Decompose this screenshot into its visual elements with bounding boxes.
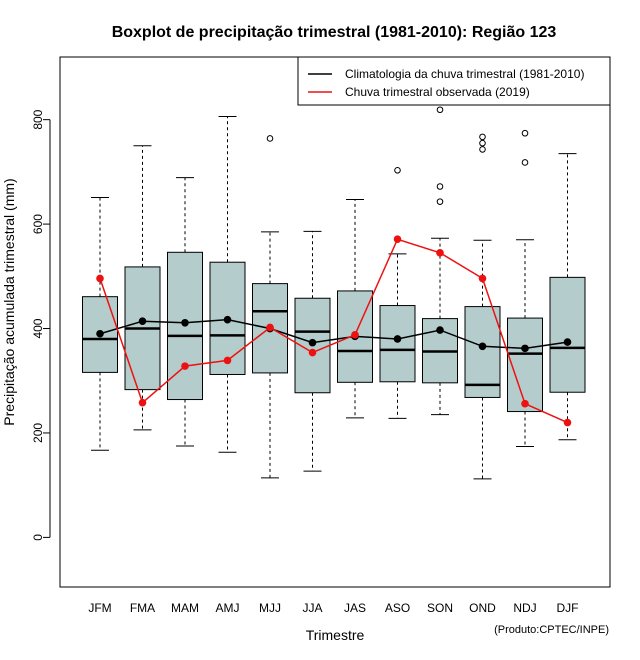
box-iqr [549, 276, 586, 393]
x-tick-label: AMJ [216, 601, 240, 615]
climatology-point [393, 335, 402, 343]
x-tick-label: MJJ [259, 601, 281, 615]
credit-text: (Produto:CPTEC/INPE) [494, 624, 609, 636]
box-FMA [124, 145, 161, 431]
chart-title: Boxplot de precipitação trimestral (1981… [112, 24, 557, 41]
climatology-point [436, 326, 444, 334]
outlier-point [521, 129, 529, 137]
y-axis: 0 200 400 600 800 [31, 109, 51, 541]
legend-label-climatology: Climatologia da chuva trimestral (1981-2… [345, 67, 584, 81]
observed-point [521, 399, 529, 408]
legend-label-observed: Chuva trimestral observada (2019) [345, 85, 530, 99]
climatology-point [563, 338, 572, 346]
x-tick-label: MAM [171, 601, 199, 615]
outlier-point [479, 139, 486, 147]
observed-point [308, 348, 317, 357]
boxes-group [82, 106, 586, 480]
x-tick-label: ASO [385, 601, 410, 615]
box-OND [464, 133, 501, 480]
legend-box [297, 56, 611, 106]
climatology-point [521, 344, 529, 353]
box-AMJ [209, 116, 246, 453]
box-iqr [379, 305, 416, 383]
observed-point [563, 418, 572, 427]
outlier-point [479, 133, 486, 141]
box-iqr [209, 261, 246, 375]
x-tick-label: DJF [557, 601, 579, 615]
y-tick-label: 200 [31, 423, 45, 443]
box-iqr [464, 306, 501, 398]
box-JFM [82, 196, 118, 451]
x-tick-label: JAS [344, 601, 366, 615]
outlier-point [394, 167, 401, 174]
x-axis: JFM FMA MAM AMJ MJJ JJA JAS ASO SON OND NDJ DJF [88, 601, 578, 615]
x-tick-label: OND [469, 601, 496, 615]
outlier-point [436, 183, 444, 190]
box-DJF [549, 153, 586, 441]
outlier-point [266, 135, 274, 142]
x-axis-label: Trimestre [306, 627, 365, 643]
observed-point [436, 249, 444, 257]
y-tick-label: 600 [31, 214, 45, 234]
series-lines [96, 235, 572, 427]
observed-point [351, 330, 359, 339]
y-tick-label: 400 [31, 318, 45, 338]
climatology-point [138, 317, 147, 326]
observed-line [99, 238, 568, 424]
legend: Climatologia da chuva trimestral (1981-2… [297, 56, 611, 106]
box-MAM [167, 177, 203, 447]
x-tick-label: JFM [88, 601, 111, 615]
observed-point [138, 398, 147, 407]
x-tick-label: NDJ [513, 601, 536, 615]
box-MJJ [252, 135, 288, 479]
observed-point [223, 356, 232, 365]
box-ASO [379, 167, 416, 419]
box-NDJ [507, 129, 543, 448]
outlier-point [436, 198, 444, 205]
outlier-point [479, 146, 486, 153]
x-tick-label: JJA [302, 601, 322, 615]
climatology-point [478, 342, 487, 351]
y-tick-label: 800 [31, 109, 45, 129]
observed-point [96, 274, 104, 283]
y-axis-label: Precipitação acumulada trimestral (mm) [1, 178, 17, 425]
observed-point [478, 274, 487, 283]
box-iqr [507, 317, 543, 413]
climatology-point [181, 318, 189, 327]
x-tick-label: FMA [130, 601, 155, 615]
outlier-point [436, 106, 444, 114]
climatology-line [99, 318, 568, 350]
climatology-point [308, 338, 317, 347]
observed-point [181, 362, 189, 370]
climatology-point [223, 315, 232, 324]
observed-point [393, 235, 402, 244]
climatology-point [96, 329, 104, 338]
x-tick-label: SON [427, 601, 453, 615]
observed-point [266, 323, 274, 332]
outlier-point [521, 159, 529, 166]
y-tick-label: 0 [31, 534, 45, 541]
